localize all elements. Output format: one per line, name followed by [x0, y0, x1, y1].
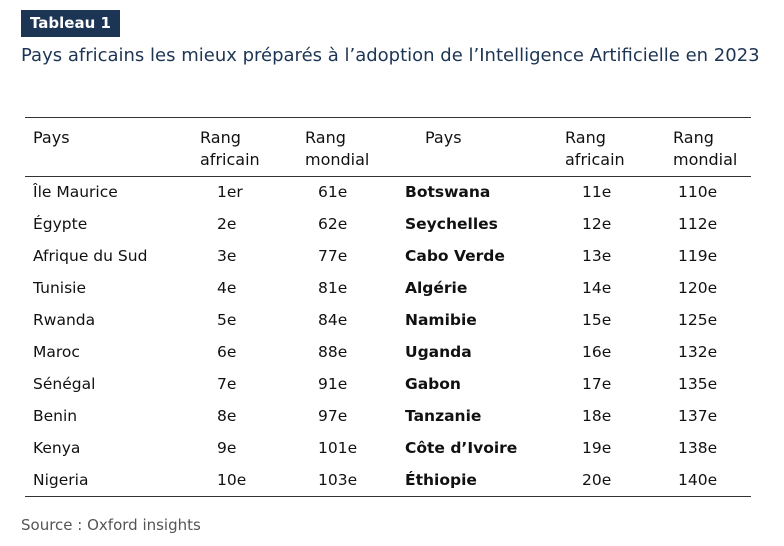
table-row: Égypte 2e 62e Seychelles 12e 112e — [0, 208, 784, 240]
cell-rang-africain-left: 10e — [217, 471, 247, 489]
cell-rang-africain-left: 8e — [217, 407, 237, 425]
cell-rang-mondial-left: 61e — [318, 183, 348, 201]
cell-pays-left: Rwanda — [33, 311, 96, 329]
cell-rang-africain-left: 9e — [217, 439, 237, 457]
table-title: Pays africains les mieux préparés à l’ad… — [21, 45, 760, 66]
cell-pays-right: Cabo Verde — [405, 247, 505, 265]
header-rang-mondial-left: Rang mondial — [305, 128, 370, 169]
header-rang-mondial-right: Rang mondial — [673, 128, 738, 169]
cell-rang-africain-right: 19e — [582, 439, 612, 457]
cell-pays-right: Gabon — [405, 375, 461, 393]
cell-pays-right: Côte d’Ivoire — [405, 439, 518, 457]
table-row: Sénégal 7e 91e Gabon 17e 135e — [0, 368, 784, 400]
cell-rang-mondial-left: 101e — [318, 439, 358, 457]
table-bottom-rule — [25, 496, 751, 497]
cell-pays-left: Tunisie — [33, 279, 86, 297]
cell-pays-right: Uganda — [405, 343, 472, 361]
cell-rang-africain-left: 7e — [217, 375, 237, 393]
cell-rang-africain-right: 20e — [582, 471, 612, 489]
cell-pays-right: Seychelles — [405, 215, 498, 233]
cell-pays-right: Algérie — [405, 279, 468, 297]
cell-pays-left: Afrique du Sud — [33, 247, 148, 265]
table-top-rule — [25, 117, 751, 118]
cell-rang-africain-right: 13e — [582, 247, 612, 265]
cell-pays-left: Sénégal — [33, 375, 96, 393]
cell-rang-africain-right: 15e — [582, 311, 612, 329]
cell-rang-mondial-right: 138e — [678, 439, 718, 457]
cell-pays-left: Égypte — [33, 215, 88, 233]
cell-pays-left: Benin — [33, 407, 78, 425]
cell-rang-mondial-left: 97e — [318, 407, 348, 425]
cell-rang-mondial-right: 110e — [678, 183, 718, 201]
cell-rang-africain-right: 18e — [582, 407, 612, 425]
cell-rang-africain-right: 16e — [582, 343, 612, 361]
cell-rang-mondial-left: 103e — [318, 471, 358, 489]
cell-rang-africain-left: 2e — [217, 215, 237, 233]
cell-rang-mondial-left: 81e — [318, 279, 348, 297]
cell-pays-right: Tanzanie — [405, 407, 482, 425]
cell-rang-mondial-right: 132e — [678, 343, 718, 361]
cell-rang-mondial-left: 88e — [318, 343, 348, 361]
table-header-rule — [25, 176, 751, 177]
cell-rang-africain-right: 11e — [582, 183, 612, 201]
cell-rang-mondial-left: 77e — [318, 247, 348, 265]
cell-pays-left: Île Maurice — [33, 183, 118, 201]
cell-rang-mondial-right: 112e — [678, 215, 718, 233]
cell-rang-africain-left: 3e — [217, 247, 237, 265]
table-row: Île Maurice 1er 61e Botswana 11e 110e — [0, 176, 784, 208]
table-row: Benin 8e 97e Tanzanie 18e 137e — [0, 400, 784, 432]
cell-rang-africain-left: 1er — [217, 183, 243, 201]
table-row: Kenya 9e 101e Côte d’Ivoire 19e 138e — [0, 432, 784, 464]
table-row: Afrique du Sud 3e 77e Cabo Verde 13e 119… — [0, 240, 784, 272]
cell-rang-mondial-right: 135e — [678, 375, 718, 393]
cell-rang-africain-left: 4e — [217, 279, 237, 297]
header-rang-africain-left: Rang africain — [200, 128, 260, 169]
cell-pays-right: Botswana — [405, 183, 491, 201]
cell-pays-right: Éthiopie — [405, 471, 477, 489]
table-row: Maroc 6e 88e Uganda 16e 132e — [0, 336, 784, 368]
cell-rang-mondial-right: 125e — [678, 311, 718, 329]
table-row: Rwanda 5e 84e Namibie 15e 125e — [0, 304, 784, 336]
cell-pays-left: Kenya — [33, 439, 81, 457]
cell-rang-africain-right: 12e — [582, 215, 612, 233]
cell-pays-left: Nigeria — [33, 471, 89, 489]
cell-rang-africain-left: 6e — [217, 343, 237, 361]
header-rang-africain-right: Rang africain — [565, 128, 625, 169]
cell-rang-africain-right: 17e — [582, 375, 612, 393]
source-note: Source : Oxford insights — [21, 516, 201, 534]
table-row: Nigeria 10e 103e Éthiopie 20e 140e — [0, 464, 784, 496]
header-pays-left: Pays — [33, 128, 70, 147]
cell-rang-mondial-right: 120e — [678, 279, 718, 297]
cell-rang-mondial-left: 84e — [318, 311, 348, 329]
cell-rang-mondial-right: 140e — [678, 471, 718, 489]
cell-rang-africain-left: 5e — [217, 311, 237, 329]
table-row: Tunisie 4e 81e Algérie 14e 120e — [0, 272, 784, 304]
cell-rang-mondial-left: 91e — [318, 375, 348, 393]
cell-pays-right: Namibie — [405, 311, 477, 329]
table-number-badge: Tableau 1 — [21, 10, 120, 37]
cell-rang-mondial-right: 119e — [678, 247, 718, 265]
cell-rang-africain-right: 14e — [582, 279, 612, 297]
cell-rang-mondial-right: 137e — [678, 407, 718, 425]
header-pays-right: Pays — [425, 128, 462, 147]
cell-rang-mondial-left: 62e — [318, 215, 348, 233]
cell-pays-left: Maroc — [33, 343, 80, 361]
